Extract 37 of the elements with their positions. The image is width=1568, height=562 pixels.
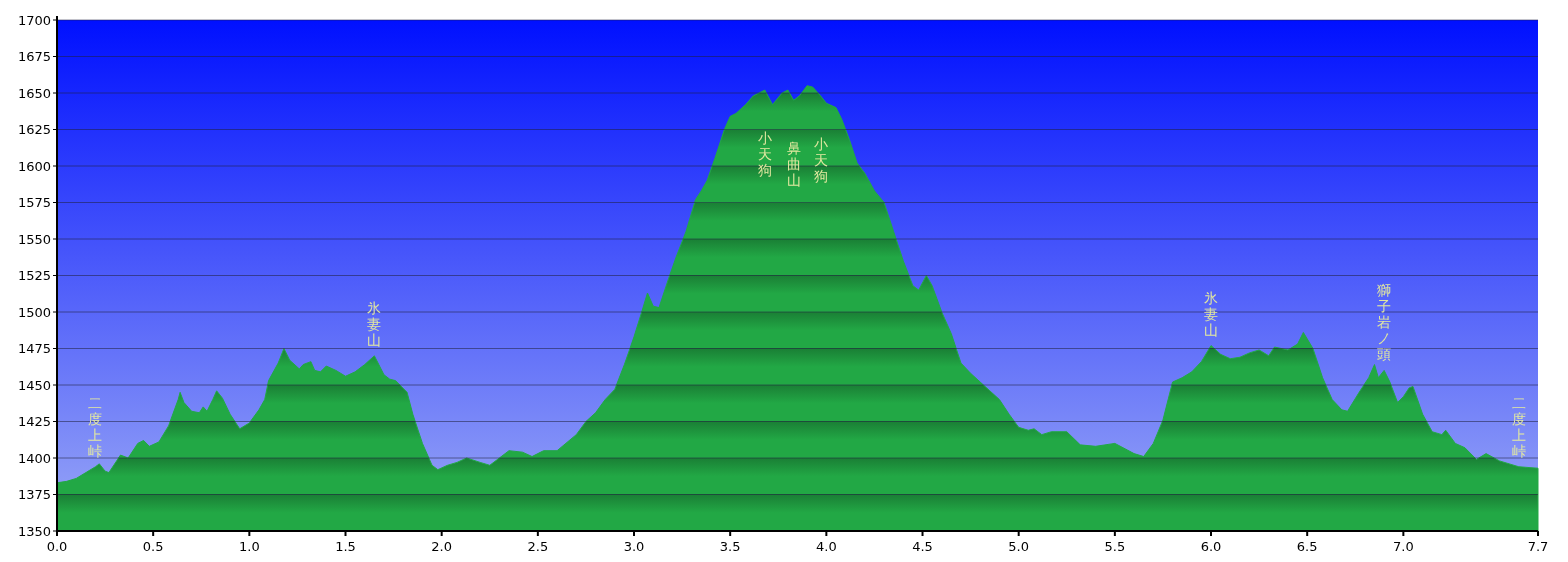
x-tick-label: 1.5 xyxy=(335,539,356,554)
annotation: 獅子岩ノ頭 xyxy=(1377,282,1392,363)
x-tick-label: 5.0 xyxy=(1008,539,1030,554)
x-tick-label: 0.5 xyxy=(142,539,164,554)
y-tick-label: 1650 xyxy=(17,85,51,101)
y-tick-label: 1550 xyxy=(17,231,51,247)
annotation: 小天狗 xyxy=(757,130,772,179)
annotation: 氷妻山 xyxy=(1204,289,1219,338)
y-tick-label: 1500 xyxy=(17,304,51,320)
x-tick-label: 3.5 xyxy=(719,539,741,554)
y-tick-label: 1675 xyxy=(17,49,51,64)
x-tick-label: 0.0 xyxy=(46,539,68,554)
y-tick-label: 1625 xyxy=(17,122,51,137)
y-tick-label: 1700 xyxy=(17,12,51,28)
y-tick-label: 1375 xyxy=(17,487,51,502)
x-tick-label: 2.5 xyxy=(527,539,549,554)
x-tick-label: 2.0 xyxy=(431,539,453,554)
y-tick-label: 1600 xyxy=(17,158,51,174)
y-tick-label: 1575 xyxy=(17,195,51,210)
y-tick-label: 1475 xyxy=(17,341,51,356)
x-tick-label: 1.0 xyxy=(238,539,260,554)
x-tick-label: 4.0 xyxy=(816,539,837,554)
x-tick-label: 7.0 xyxy=(1393,539,1414,554)
y-tick-label: 1400 xyxy=(17,450,51,466)
x-tick-label: 4.5 xyxy=(912,539,933,554)
annotation: 小天狗 xyxy=(813,135,828,184)
annotation: 鼻曲山 xyxy=(786,140,801,189)
x-tick-label: 6.5 xyxy=(1296,539,1318,554)
y-tick-label: 1525 xyxy=(17,268,51,283)
x-tick-label: 3.0 xyxy=(623,539,645,554)
y-tick-label: 1350 xyxy=(17,523,51,539)
x-tick-label: 7.7 xyxy=(1527,539,1549,554)
x-tick-label: 6.0 xyxy=(1200,539,1222,554)
y-tick-label: 1425 xyxy=(17,414,51,429)
x-tick-label: 5.5 xyxy=(1104,539,1126,554)
annotation: 氷妻山 xyxy=(367,299,382,348)
y-tick-label: 1450 xyxy=(17,377,51,393)
